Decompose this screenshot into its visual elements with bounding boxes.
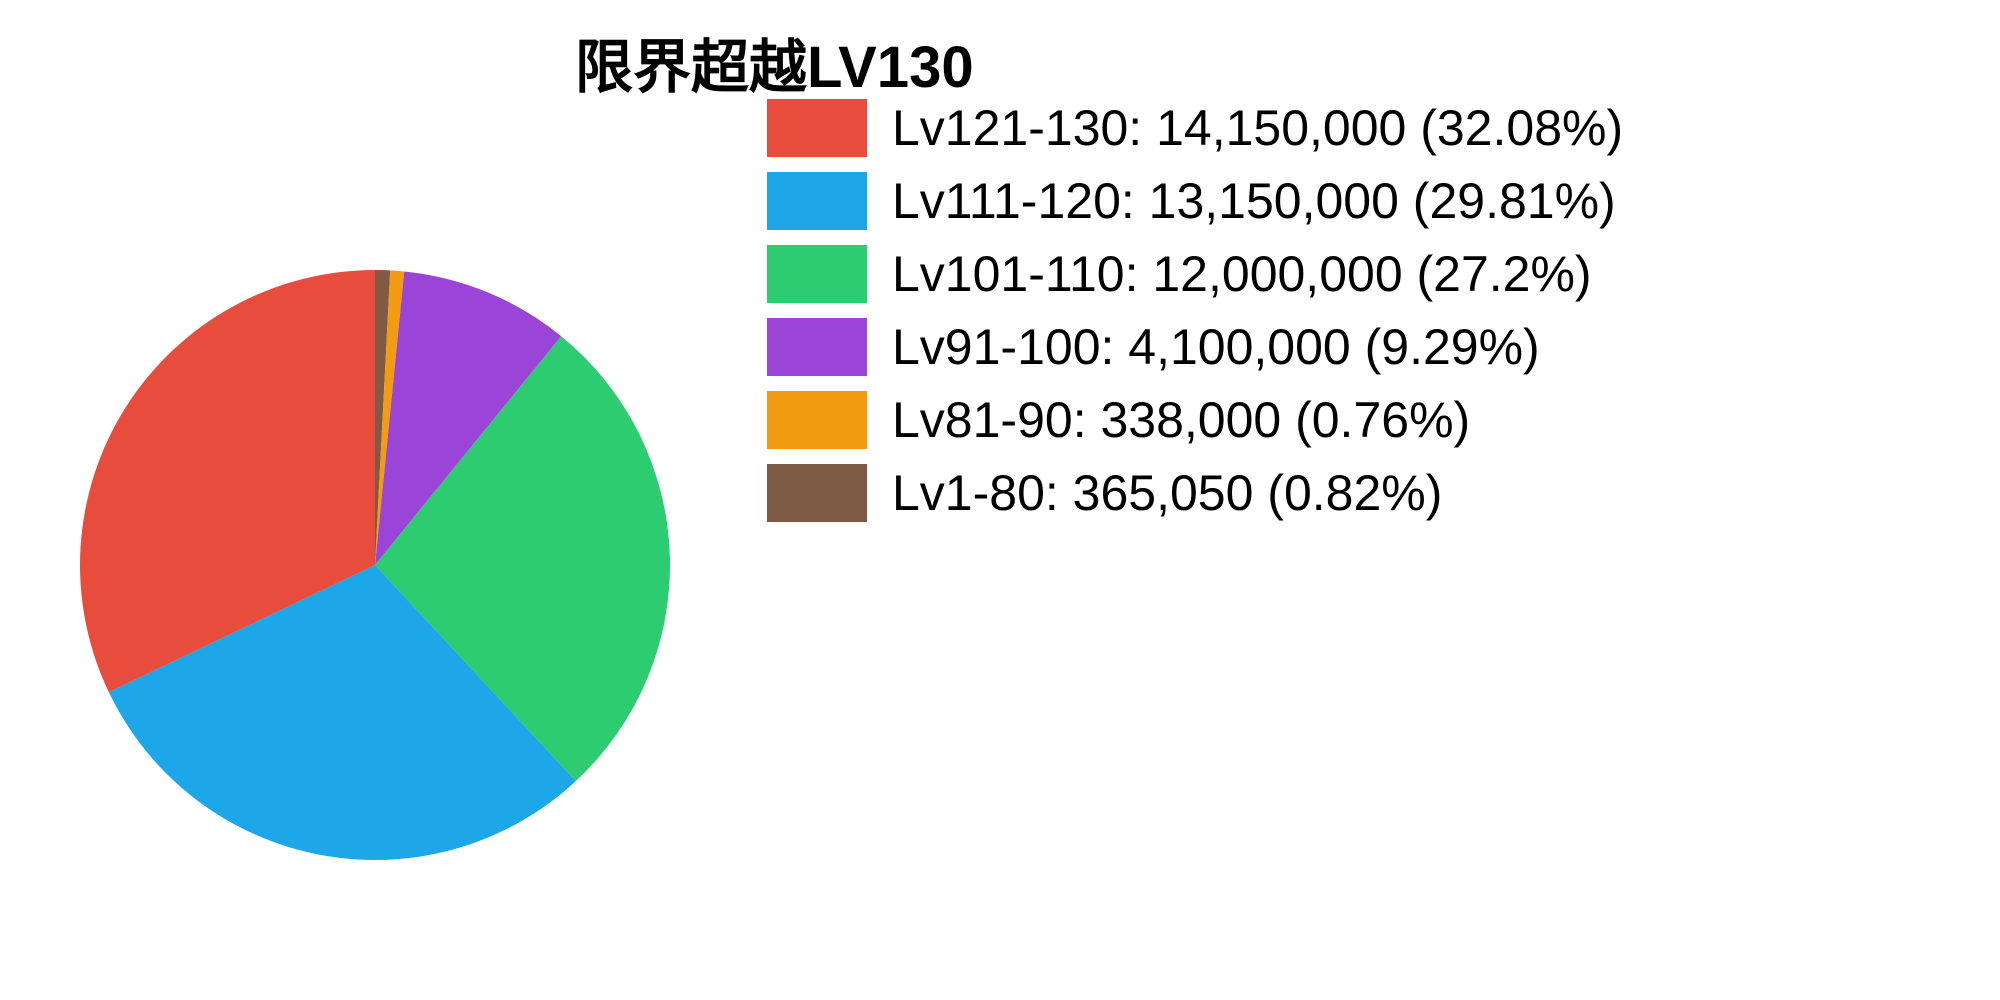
chart-stage: 限界超越LV130 Lv121-130: 14,150,000 (32.08%)… <box>0 0 2000 1000</box>
legend-swatch <box>767 391 867 449</box>
legend-swatch <box>767 318 867 376</box>
legend-item-lv111-120: Lv111-120: 13,150,000 (29.81%) <box>767 172 1623 230</box>
legend-item-lv121-130: Lv121-130: 14,150,000 (32.08%) <box>767 99 1623 157</box>
legend-label: Lv81-90: 338,000 (0.76%) <box>892 391 1470 449</box>
legend-label: Lv121-130: 14,150,000 (32.08%) <box>892 99 1623 157</box>
pie-svg <box>80 270 670 860</box>
legend-swatch <box>767 99 867 157</box>
legend-label: Lv101-110: 12,000,000 (27.2%) <box>892 245 1592 303</box>
legend-item-lv1-80: Lv1-80: 365,050 (0.82%) <box>767 464 1623 522</box>
legend-label: Lv111-120: 13,150,000 (29.81%) <box>892 172 1616 230</box>
legend-swatch <box>767 464 867 522</box>
legend-item-lv101-110: Lv101-110: 12,000,000 (27.2%) <box>767 245 1623 303</box>
legend-item-lv91-100: Lv91-100: 4,100,000 (9.29%) <box>767 318 1623 376</box>
legend-swatch <box>767 172 867 230</box>
legend: Lv121-130: 14,150,000 (32.08%) Lv111-120:… <box>767 99 1623 537</box>
pie-chart <box>80 270 670 860</box>
legend-item-lv81-90: Lv81-90: 338,000 (0.76%) <box>767 391 1623 449</box>
chart-title: 限界超越LV130 <box>575 20 974 104</box>
legend-label: Lv91-100: 4,100,000 (9.29%) <box>892 318 1540 376</box>
legend-swatch <box>767 245 867 303</box>
legend-label: Lv1-80: 365,050 (0.82%) <box>892 464 1442 522</box>
